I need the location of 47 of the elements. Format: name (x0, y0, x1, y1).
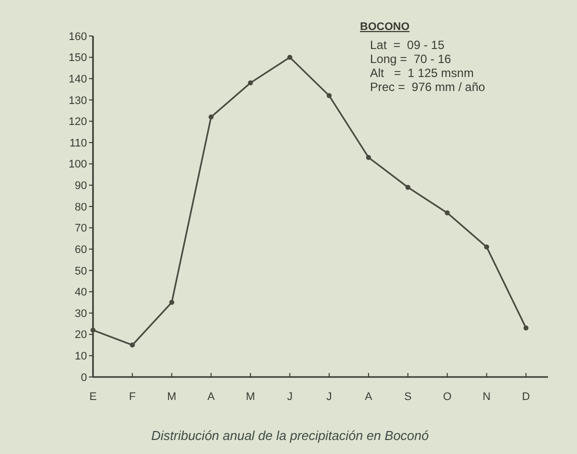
y-tick-label: 80 (74, 201, 87, 214)
y-tick-label: 100 (68, 158, 87, 171)
point (326, 93, 332, 98)
y-tick-label: 90 (74, 180, 87, 192)
x-tick-label: A (364, 391, 373, 403)
y-tick-label: 0 (80, 372, 87, 384)
y-tick-label: 30 (74, 308, 87, 320)
x-tick-label: S (404, 391, 412, 403)
y-tick-label: 150 (68, 52, 87, 64)
y-tick-label: 70 (74, 222, 87, 235)
x-tick-label: A (207, 391, 216, 403)
point (208, 114, 214, 120)
x-tick-label: F (128, 391, 136, 403)
point (484, 244, 490, 250)
point (405, 184, 410, 190)
point (130, 342, 135, 348)
y-tick-label: 140 (68, 73, 87, 86)
y-tick-label: 130 (68, 94, 87, 107)
y-tick-label: 10 (74, 350, 87, 363)
x-tick-label: D (522, 391, 530, 403)
point (169, 300, 174, 305)
x-tick-label: N (482, 391, 491, 403)
text: BOCONO (360, 21, 410, 33)
point (90, 328, 96, 333)
text: Distribución anual de la precipitación en Boconó (151, 428, 429, 443)
x-tick-label: J (287, 391, 293, 403)
x-tick-label: E (89, 391, 97, 403)
annotation: Prec = 976 mm / año (370, 80, 486, 94)
y-tick-label: 120 (68, 116, 87, 128)
annotation: Alt = 1 125 msnm (370, 66, 474, 80)
point (248, 80, 253, 86)
annotation: Lat = 09 - 15 (370, 38, 445, 52)
y-tick-label: 50 (74, 265, 87, 278)
point (287, 54, 292, 60)
x-tick-label: M (167, 391, 176, 403)
y-tick-label: 160 (68, 30, 87, 43)
y-tick-label: 40 (74, 286, 87, 299)
x-tick-label: O (442, 391, 452, 403)
x-tick-label: M (246, 391, 256, 403)
point (524, 325, 528, 330)
y-tick-label: 60 (74, 244, 87, 256)
point (444, 210, 450, 216)
x-tick-label: J (326, 391, 332, 403)
y-tick-label: 110 (69, 137, 87, 150)
y-tick-label: 20 (74, 329, 87, 342)
point (366, 154, 372, 160)
annotation: Long = 70 - 16 (370, 52, 452, 66)
